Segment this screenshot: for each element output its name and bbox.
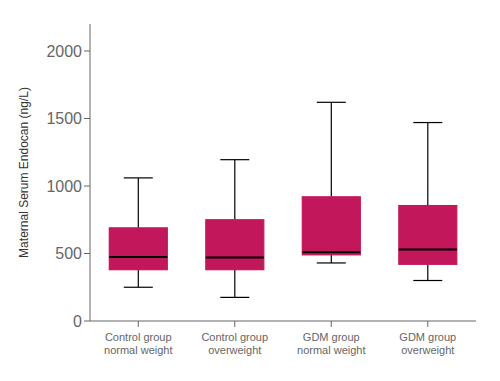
svg-text:GDM groupoverweight: GDM groupoverweight [399, 331, 456, 356]
svg-text:500: 500 [55, 245, 82, 262]
svg-text:Control groupnormal weight: Control groupnormal weight [104, 331, 172, 356]
svg-text:Control groupoverweight: Control groupoverweight [201, 331, 268, 356]
svg-text:1500: 1500 [46, 110, 82, 127]
svg-text:1000: 1000 [46, 178, 82, 195]
svg-text:GDM groupnormal weight: GDM groupnormal weight [297, 331, 365, 356]
svg-text:Maternal Serum Endocan (ng/L): Maternal Serum Endocan (ng/L) [17, 87, 31, 258]
svg-text:0: 0 [73, 313, 82, 330]
svg-text:2000: 2000 [46, 43, 82, 60]
